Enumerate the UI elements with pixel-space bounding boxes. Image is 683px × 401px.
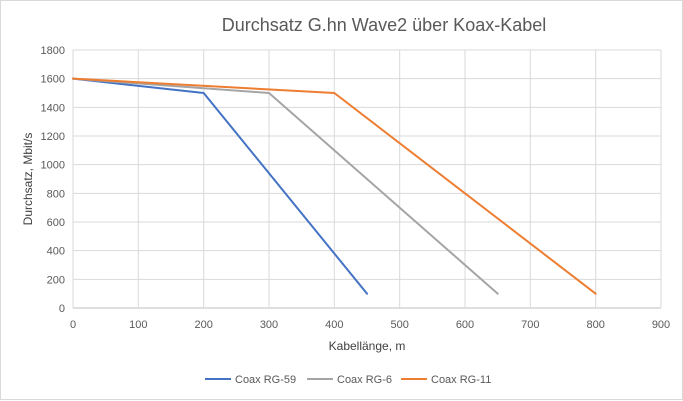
y-tick-label: 400 bbox=[47, 246, 65, 258]
x-axis-label: Kabellänge, m bbox=[329, 339, 406, 353]
y-tick-label: 200 bbox=[47, 274, 65, 286]
x-tick-label: 0 bbox=[70, 319, 76, 331]
y-tick-label: 800 bbox=[47, 188, 65, 200]
series-lines bbox=[72, 77, 597, 295]
x-tick-label: 800 bbox=[586, 319, 604, 331]
legend-label: Coax RG-11 bbox=[431, 374, 491, 386]
x-tick-label: 400 bbox=[325, 319, 343, 331]
x-tick-label: 900 bbox=[652, 319, 670, 331]
y-tick-label: 600 bbox=[47, 217, 65, 229]
x-tick-label: 200 bbox=[194, 319, 212, 331]
gridlines bbox=[72, 49, 662, 309]
tick-labels: 0 200 400 600 800 1000 1200 1400 1600 1800 0 100 200… bbox=[41, 45, 671, 331]
x-tick-label: 300 bbox=[260, 319, 278, 331]
y-tick-label: 1600 bbox=[41, 74, 65, 86]
series-line bbox=[72, 77, 597, 295]
x-tick-label: 500 bbox=[390, 319, 408, 331]
legend-label: Coax RG-6 bbox=[337, 374, 392, 386]
y-tick-label: 1800 bbox=[41, 45, 65, 57]
y-tick-label: 0 bbox=[59, 303, 65, 315]
legend-label: Coax RG-59 bbox=[235, 374, 296, 386]
x-tick-label: 600 bbox=[456, 319, 474, 331]
x-tick-label: 700 bbox=[521, 319, 539, 331]
legend: Coax RG-59 Coax RG-6 Coax RG-11 bbox=[205, 374, 491, 386]
y-tick-label: 1000 bbox=[41, 160, 65, 172]
series-line bbox=[72, 77, 368, 295]
y-tick-label: 1400 bbox=[41, 102, 65, 114]
y-axis-label: Durchsatz, Mbit/s bbox=[21, 133, 35, 226]
x-tick-label: 100 bbox=[129, 319, 147, 331]
y-tick-label: 1200 bbox=[41, 131, 65, 143]
series-line bbox=[72, 77, 499, 295]
chart-title: Durchsatz G.hn Wave2 über Koax-Kabel bbox=[222, 15, 547, 35]
